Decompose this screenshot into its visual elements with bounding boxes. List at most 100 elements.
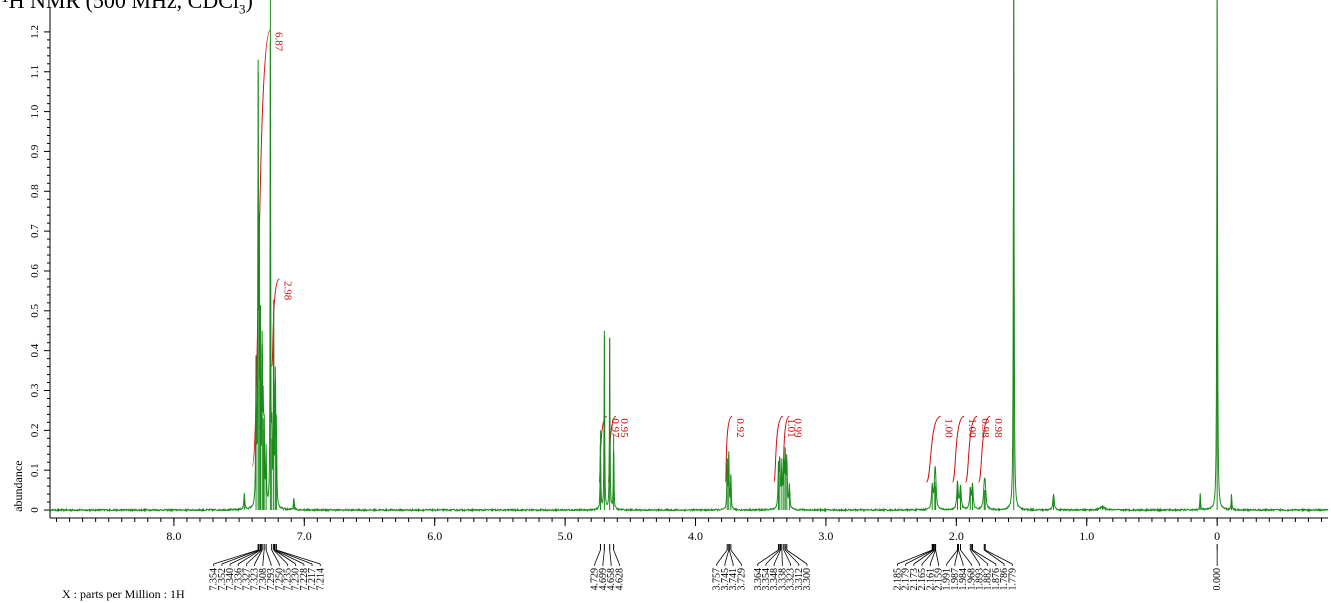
integral-label: 0.99: [791, 418, 803, 438]
peak-marker-leader: [213, 549, 259, 565]
axes: 0 0.1 0.2 0.3 0.4 0.5 0.6 0.7 0.8 0.9 1.0 1.1 1.2 abu…: [11, 8, 1328, 543]
peak-marker-leader: [929, 549, 936, 565]
peak-marker-leader: [716, 549, 728, 565]
peak-marker-leader: [221, 549, 259, 565]
peak-marker-leader: [897, 549, 933, 565]
integral-curve: [725, 415, 733, 483]
peak-shift-label: 7.354: [209, 568, 220, 591]
peak-marker-leader: [972, 549, 997, 565]
peak-marker-leader: [728, 549, 734, 565]
peak-shift-label: 7.250: [274, 568, 285, 591]
peak-shift-label: 2.185: [892, 568, 903, 591]
peak-shift-label: 0.000: [1212, 568, 1223, 591]
peak-label-groups: 7.3547.3527.3407.3367.3277.3237.3087.293…: [209, 544, 1223, 591]
peak-marker-leader: [265, 549, 272, 565]
peak-marker-leader: [238, 549, 261, 565]
peak-marker-leader: [913, 549, 935, 565]
peak-shift-label: 4.628: [614, 568, 625, 591]
integral-label: 1.00: [966, 418, 978, 438]
peak-marker-leader: [613, 549, 620, 565]
peak-marker-leader: [921, 549, 936, 565]
peak-marker-leader: [984, 549, 1005, 565]
peak-marker-leader: [786, 549, 808, 565]
y-tick-label: 0.6: [29, 264, 41, 278]
integral-curves: 6.872.980.970.95 0.92 1.010.99 1.00 1.00 0.98…: [251, 29, 1004, 483]
peak-marker-leader: [730, 549, 742, 565]
peak-shift-label: 7.228: [299, 568, 310, 591]
peak-shift-label: 1.779: [1007, 568, 1018, 591]
peak-shift-label: 7.327: [241, 568, 252, 591]
peak-marker-leader: [275, 549, 313, 565]
peak-shift-label: 3.300: [802, 568, 813, 591]
x-tick-label: 4.0: [688, 529, 703, 543]
peak-shift-label: 3.323: [786, 568, 797, 591]
peak-shift-label: 7.340: [225, 568, 236, 591]
peak-marker-leader: [262, 549, 265, 565]
y-tick-label: 1.0: [29, 104, 41, 118]
spectrum-trace: [49, 0, 1329, 513]
y-tick-label: 0.7: [29, 224, 41, 238]
peak-shift-label: 4.699: [598, 568, 609, 591]
peak-shift-label: 3.354: [761, 568, 772, 591]
peak-marker-leader: [757, 549, 779, 565]
peak-shift-label: 3.729: [736, 568, 747, 591]
peak-marker-leader: [960, 549, 972, 565]
peak-marker-leader: [765, 549, 781, 565]
peak-shift-label: 3.364: [753, 568, 764, 591]
peak-shift-label: 2.165: [917, 568, 928, 591]
x-tick-label: 7.0: [297, 529, 312, 543]
peak-marker-leader: [905, 549, 934, 565]
peak-marker-leader: [969, 549, 980, 565]
peak-marker-leader: [229, 549, 261, 565]
peak-marker-leader: [276, 549, 321, 565]
y-tick-label: 0.2: [29, 423, 41, 437]
x-tick-label: 8.0: [166, 529, 181, 543]
x-tick-label: 1.0: [1079, 529, 1094, 543]
peak-shift-label: 4.658: [606, 568, 617, 591]
peak-shift-label: 2.173: [909, 568, 920, 591]
peak-shift-label: 3.338: [777, 568, 788, 591]
integral-curve: [951, 415, 965, 483]
peak-shift-label: 7.352: [217, 568, 228, 591]
integral-curve: [925, 415, 941, 483]
peak-shift-label: 3.757: [712, 568, 723, 591]
peak-marker-leader: [602, 549, 605, 565]
peak-shift-label: 1.991: [942, 568, 953, 591]
y-tick-label: 0: [29, 507, 41, 513]
peak-shift-label: 7.323: [250, 568, 261, 591]
integral-label: 2.98: [282, 281, 294, 301]
peak-shift-label: 2.161: [925, 568, 936, 591]
peak-shift-label: 3.741: [728, 568, 739, 591]
peak-marker-leader: [784, 549, 800, 565]
peak-shift-label: 1.882: [983, 568, 994, 591]
x-tick-label: 3.0: [818, 529, 833, 543]
peak-marker-leader: [246, 549, 262, 565]
peak-shift-label: 3.745: [720, 568, 731, 591]
integral-label: 0.95: [618, 418, 630, 438]
peak-marker-leader: [609, 549, 612, 565]
peak-shift-label: 7.214: [315, 568, 326, 591]
peak-shift-label: 2.179: [901, 568, 912, 591]
integral-label: 1.00: [943, 418, 955, 438]
peak-marker-leader: [946, 549, 958, 565]
y-tick-label: 0.9: [29, 144, 41, 158]
integral-curve: [773, 415, 784, 483]
integral-label: 6.87: [272, 32, 284, 52]
peak-marker-leader: [271, 549, 280, 565]
spectrum-trace-group: [49, 0, 1329, 513]
integral-curve: [964, 415, 978, 483]
peak-shift-label: 4.729: [590, 568, 601, 591]
y-tick-label: 1.2: [29, 25, 41, 39]
y-axis-label: abundance: [11, 460, 25, 511]
peak-shift-label: 7.230: [291, 568, 302, 591]
y-tick-label: 1.1: [29, 65, 41, 79]
peak-marker-leader: [984, 549, 1013, 565]
peak-shift-label: 1.893: [974, 568, 985, 591]
title-suffix: ): [245, 0, 253, 13]
peak-marker-leader: [971, 549, 988, 565]
x-axis-units-label: X : parts per Million : 1H: [62, 587, 185, 601]
x-tick-label: 2.0: [949, 529, 964, 543]
peak-marker-leader: [274, 549, 305, 565]
peak-marker-leader: [594, 549, 601, 565]
